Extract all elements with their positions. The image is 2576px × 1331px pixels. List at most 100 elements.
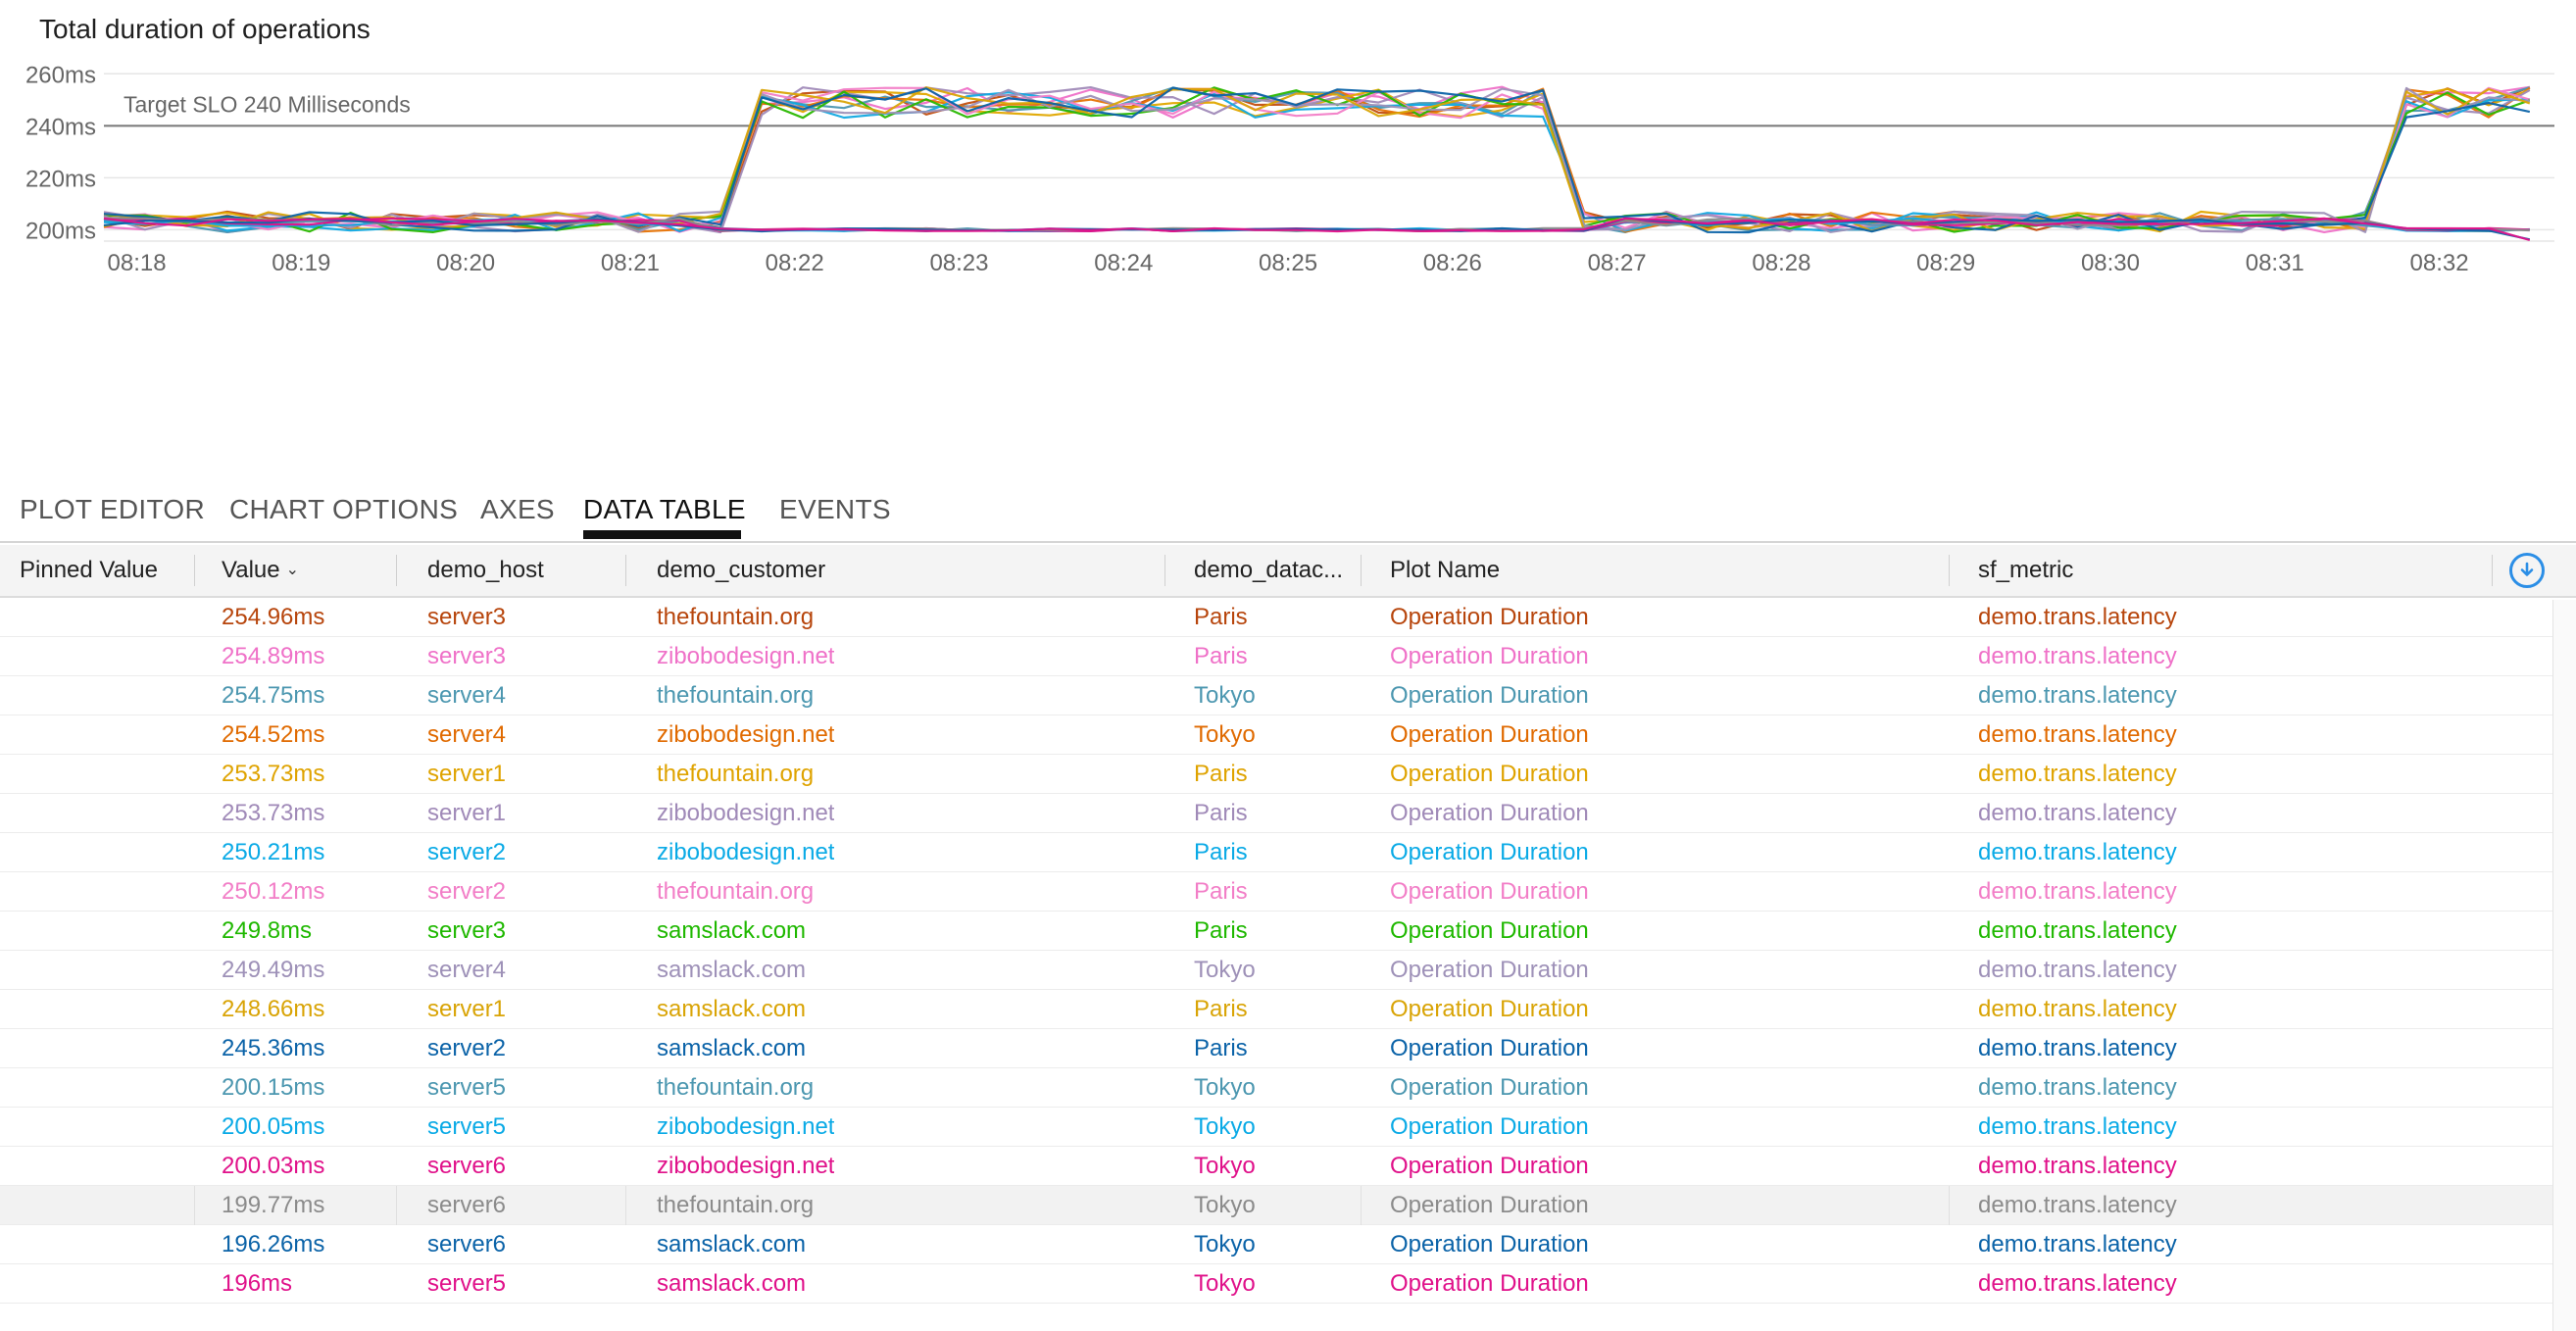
column-divider[interactable] — [1164, 555, 1165, 586]
chevron-down-icon[interactable]: ⌄ — [285, 562, 300, 578]
column-divider[interactable] — [1361, 555, 1362, 586]
x-tick-label: 08:28 — [1752, 250, 1810, 276]
cell-demo-customer: zibobodesign.net — [657, 800, 835, 826]
column-header-pinned-value[interactable]: Pinned Value — [20, 557, 158, 583]
x-tick-label: 08:19 — [272, 250, 330, 276]
tab-axes[interactable]: AXES — [480, 494, 555, 524]
cell-demo-host: server3 — [427, 643, 507, 669]
table-row[interactable]: 196ms server5 samslack.com Tokyo Operation D… — [0, 1264, 2552, 1304]
cell-plot-name: Operation Duration — [1390, 917, 1589, 944]
table-row[interactable]: 200.03ms server6 zibobodesign.net Tokyo Oper… — [0, 1147, 2552, 1186]
table-row[interactable]: 249.49ms server4 samslack.com Tokyo Operatio… — [0, 951, 2552, 990]
cell-demo-host: server3 — [427, 604, 507, 630]
table-row[interactable]: 254.89ms server3 zibobodesign.net Paris Oper… — [0, 637, 2552, 676]
table-row[interactable]: 196.26ms server6 samslack.com Tokyo Operatio… — [0, 1225, 2552, 1264]
column-header-demo-host[interactable]: demo_host — [427, 557, 544, 583]
series-line — [103, 217, 2531, 242]
cell-demo-datacenter: Paris — [1194, 800, 1248, 826]
cell-demo-customer: zibobodesign.net — [657, 643, 835, 669]
cell-demo-host: server2 — [427, 839, 507, 865]
cell-demo-host: server6 — [427, 1192, 507, 1218]
column-header-value[interactable]: Value ⌄ — [202, 545, 396, 596]
cell-demo-customer: samslack.com — [657, 1231, 807, 1257]
x-tick-label: 08:18 — [108, 250, 167, 276]
cell-value: 200.05ms — [222, 1113, 325, 1140]
cell-demo-datacenter: Tokyo — [1194, 1231, 1256, 1257]
series-line — [103, 91, 2530, 232]
table-row[interactable]: 249.8ms server3 samslack.com Paris Operation… — [0, 912, 2552, 951]
cell-demo-host: server4 — [427, 721, 507, 748]
column-divider[interactable] — [194, 555, 195, 586]
table-row[interactable]: 253.73ms server1 thefountain.org Paris Opera… — [0, 755, 2552, 794]
x-tick-label: 08:23 — [929, 250, 988, 276]
column-divider[interactable] — [1949, 555, 1950, 586]
cell-demo-customer: thefountain.org — [657, 604, 815, 630]
cell-plot-name: Operation Duration — [1390, 1113, 1589, 1140]
x-tick-label: 08:27 — [1588, 250, 1647, 276]
cell-plot-name: Operation Duration — [1390, 800, 1589, 826]
table-row[interactable]: 199.77ms server6 thefountain.org Tokyo Opera… — [0, 1186, 2552, 1225]
column-divider — [625, 1186, 626, 1225]
tab-events[interactable]: EVENTS — [779, 494, 891, 524]
vertical-scrollbar[interactable] — [2552, 600, 2576, 1331]
cell-demo-customer: thefountain.org — [657, 682, 815, 709]
cell-demo-datacenter: Tokyo — [1194, 1113, 1256, 1140]
cell-sf-metric: demo.trans.latency — [1978, 1035, 2177, 1061]
table-row[interactable]: 254.96ms server3 thefountain.org Paris Opera… — [0, 598, 2552, 637]
table-row[interactable]: 253.73ms server1 zibobodesign.net Paris Oper… — [0, 794, 2552, 833]
cell-demo-datacenter: Paris — [1194, 996, 1248, 1022]
column-divider[interactable] — [2492, 555, 2493, 586]
column-header-value-label: Value — [222, 557, 280, 583]
cell-sf-metric: demo.trans.latency — [1978, 682, 2177, 709]
table-row[interactable]: 250.21ms server2 zibobodesign.net Paris Oper… — [0, 833, 2552, 872]
column-header-demo-datacenter[interactable]: demo_datac... — [1194, 557, 1344, 583]
table-row[interactable]: 200.15ms server5 thefountain.org Tokyo Opera… — [0, 1068, 2552, 1108]
table-row[interactable]: 245.36ms server2 samslack.com Paris Operatio… — [0, 1029, 2552, 1068]
cell-sf-metric: demo.trans.latency — [1978, 761, 2177, 787]
cell-demo-customer: thefountain.org — [657, 761, 815, 787]
cell-value: 199.77ms — [222, 1192, 325, 1218]
table-row[interactable]: 250.12ms server2 thefountain.org Paris Opera… — [0, 872, 2552, 912]
cell-demo-host: server2 — [427, 878, 507, 905]
cell-demo-customer: thefountain.org — [657, 1074, 815, 1101]
tab-data-table[interactable]: DATA TABLE — [583, 494, 746, 524]
cell-demo-datacenter: Tokyo — [1194, 1192, 1256, 1218]
y-tick-label: 200ms — [25, 218, 96, 244]
y-tick-label: 260ms — [25, 62, 96, 88]
cell-plot-name: Operation Duration — [1390, 1153, 1589, 1179]
column-divider[interactable] — [396, 555, 397, 586]
table-row[interactable]: 200.05ms server5 zibobodesign.net Tokyo Oper… — [0, 1108, 2552, 1147]
column-header-sf-metric[interactable]: sf_metric — [1978, 557, 2074, 583]
column-divider[interactable] — [625, 555, 626, 586]
cell-demo-host: server6 — [427, 1231, 507, 1257]
x-tick-label: 08:25 — [1259, 250, 1317, 276]
cell-value: 253.73ms — [222, 761, 325, 787]
slo-annotation: Target SLO 240 Milliseconds — [104, 91, 2554, 127]
cell-plot-name: Operation Duration — [1390, 1192, 1589, 1218]
x-tick-label: 08:20 — [436, 250, 495, 276]
cell-sf-metric: demo.trans.latency — [1978, 917, 2177, 944]
x-tick-label: 08:21 — [601, 250, 660, 276]
download-icon[interactable] — [2509, 553, 2545, 588]
x-tick-label: 08:26 — [1423, 250, 1482, 276]
tab-plot-editor[interactable]: PLOT EDITOR — [20, 494, 205, 524]
series-lines — [103, 85, 2531, 242]
tab-chart-options[interactable]: CHART OPTIONS — [229, 494, 459, 524]
cell-demo-host: server1 — [427, 800, 507, 826]
table-row[interactable]: 248.66ms server1 samslack.com Paris Operatio… — [0, 990, 2552, 1029]
cell-demo-customer: thefountain.org — [657, 1192, 815, 1218]
column-header-demo-customer[interactable]: demo_customer — [657, 557, 826, 583]
y-tick-label: 240ms — [25, 114, 96, 140]
cell-value: 249.49ms — [222, 957, 325, 983]
cell-demo-host: server3 — [427, 917, 507, 944]
table-row[interactable]: 254.52ms server4 zibobodesign.net Tokyo Oper… — [0, 715, 2552, 755]
data-table-header: Pinned Value Value ⌄ demo_host demo_custo… — [0, 545, 2576, 598]
column-header-plot-name[interactable]: Plot Name — [1390, 557, 1501, 583]
x-tick-label: 08:32 — [2410, 250, 2469, 276]
cell-value: 253.73ms — [222, 800, 325, 826]
cell-plot-name: Operation Duration — [1390, 878, 1589, 905]
cell-sf-metric: demo.trans.latency — [1978, 800, 2177, 826]
table-row[interactable]: 254.75ms server4 thefountain.org Tokyo Opera… — [0, 676, 2552, 715]
cell-demo-host: server5 — [427, 1113, 507, 1140]
column-divider — [1949, 1186, 1950, 1225]
